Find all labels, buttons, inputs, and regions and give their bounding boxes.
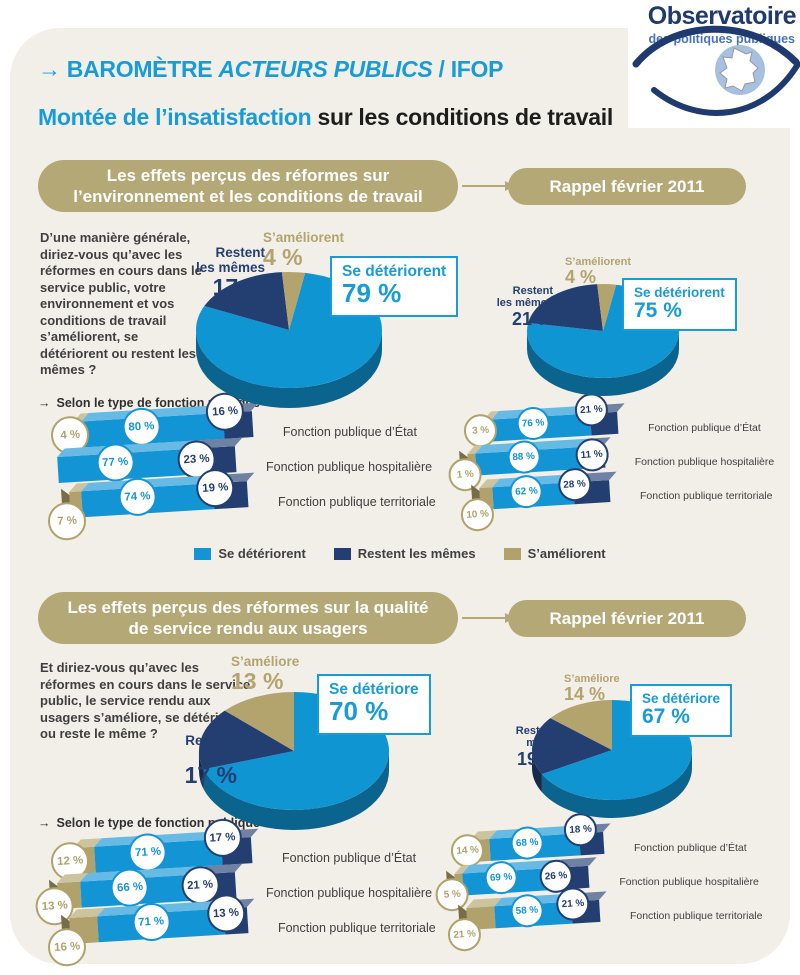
- bar-category-label: Fonction publique hospitalière: [265, 460, 433, 474]
- pie-callout-worse: Se détériore 70 %: [317, 674, 431, 735]
- pie-service-recall: S’améliore 14 % Se détériore 67 % Reste …: [500, 668, 765, 843]
- section2-question: Et diriez-vous qu’avec les réformes en c…: [40, 660, 251, 741]
- pie-callout-worse: Se détériorent 75 %: [622, 278, 737, 332]
- pie-slice: [528, 284, 603, 331]
- section1-banner: Les effets perçus des réformes sur l’env…: [38, 160, 458, 212]
- page-title: Montée de l’insatisfaction sur les condi…: [38, 104, 613, 130]
- bar-row: 77 % 23 % Fonction publique hospitalière: [57, 437, 436, 483]
- kicker-text: BAROMÈTRE ACTEURS PUBLICS / IFOP: [66, 56, 504, 82]
- bar-beam: 10 % 62 % 28 %: [460, 467, 617, 533]
- bar-category-label: Fonction publique territoriale: [639, 490, 773, 502]
- legend-item: S’améliorent: [503, 546, 606, 561]
- bar-category-label: Fonction publique hospitalière: [265, 886, 433, 900]
- bar-row: 21 % 58 % 21 % Fonction publique territoria…: [447, 886, 763, 953]
- bar-category-label: Fonction publique d’État: [633, 842, 747, 854]
- bar-beam: 16 % 71 % 13 %: [47, 893, 255, 968]
- bar-row: 12 % 71 % 17 % Fonction publique d’État: [50, 817, 436, 882]
- section2-recall-banner: Rappel février 2011: [508, 600, 746, 637]
- bar-row: 3 % 76 % 21 % Fonction publique d’État: [463, 392, 774, 449]
- eye-france-icon: [632, 25, 800, 116]
- kicker: → BAROMÈTRE ACTEURS PUBLICS / IFOP: [38, 56, 503, 83]
- pie-callout-worse: Se détériore 67 %: [630, 684, 733, 738]
- bar-row: 1 % 88 % 11 % Fonction publique hospitalièr…: [447, 437, 775, 493]
- section1-question: D’une manière générale, diriez-vous qu’a…: [40, 230, 202, 377]
- bar-category-label: Fonction publique d’État: [648, 422, 761, 434]
- pie-slice-side: [203, 751, 389, 830]
- logo-title: Observatoire: [647, 2, 797, 30]
- pie-slice-side: [199, 751, 204, 790]
- pie-callout-same: Restent les mêmes 17 %: [195, 245, 265, 301]
- bar-category-label: Fonction publique hospitalière: [634, 456, 775, 468]
- bar-row: 14 % 68 % 18 % Fonction publique d’État: [450, 812, 762, 869]
- bar-beam: 7 % 74 % 19 %: [47, 467, 255, 542]
- pie-slice: [597, 283, 617, 331]
- pie-callout-same: Reste le même 19 %: [515, 725, 558, 769]
- section2-banner: Les effets perçus des réformes sur la qu…: [38, 592, 458, 644]
- pie-slice-side: [527, 331, 679, 396]
- bar-beam: 21 % 58 % 21 %: [447, 886, 607, 953]
- france-map-icon: [719, 47, 759, 92]
- bar-row: 5 % 69 % 26 % Fonction publique hospitalièr…: [434, 857, 762, 913]
- bar-chart-conditions-recall: 3 % 76 % 21 % Fonction publique d’État 1 % 88…: [447, 392, 775, 533]
- observatoire-logo: Observatoire des politiques publiques: [628, 0, 800, 128]
- pie-callout-same: Restent les mêmes 21 %: [496, 285, 553, 329]
- bar-category-label: Fonction publique d’État: [282, 425, 417, 439]
- bar-chart-service-current: 12 % 71 % 17 % Fonction publique d’État 13 %…: [34, 817, 436, 968]
- pie-callout-worse: Se détériorent 79 %: [330, 256, 459, 317]
- arrow-icon: →: [38, 56, 61, 82]
- pie-slice-side: [532, 750, 542, 793]
- pie-slice: [204, 272, 289, 330]
- bar-row: 7 % 74 % 19 % Fonction publique territorial…: [47, 467, 436, 542]
- legend-swatch-improve: [503, 547, 521, 560]
- pie-slice: [199, 710, 294, 770]
- bar-chart-service-recall: 14 % 68 % 18 % Fonction publique d’État 5 % 6…: [434, 812, 763, 953]
- bar-category-label: Fonction publique territoriale: [277, 921, 436, 935]
- legend-swatch-same: [333, 547, 351, 560]
- legend: Se détériorent Restent les mêmes S’améli…: [0, 546, 800, 561]
- legend-item: Restent les mêmes: [333, 546, 476, 561]
- pie-slice: [550, 700, 612, 750]
- arrow-icon: →: [38, 816, 51, 830]
- section1-recall-banner: Rappel février 2011: [508, 168, 746, 205]
- pie-callout-improve: S’améliorent 4 %: [263, 230, 345, 271]
- arrow-icon: →: [38, 396, 51, 410]
- pie-callout-improve: S’améliore 13 %: [231, 654, 300, 695]
- pie-conditions-current: Restent les mêmes 17 % S’améliorent 4 % …: [190, 228, 465, 423]
- bar-category-label: Fonction publique territoriale: [277, 495, 436, 509]
- bar-row: 10 % 62 % 28 % Fonction publique territoria…: [460, 467, 774, 533]
- pie-slice: [281, 271, 306, 330]
- pie-slice: [532, 718, 612, 775]
- bar-category-label: Fonction publique territoriale: [629, 910, 763, 922]
- legend-item: Se détériorent: [194, 546, 306, 561]
- pie-slice: [224, 692, 294, 751]
- bar-chart-conditions-current: 4 % 80 % 16 % Fonction publique d’État 77 % 2…: [47, 391, 436, 542]
- bar-category-label: Fonction publique d’État: [281, 851, 417, 865]
- arrow-icon: [462, 181, 515, 191]
- pie-slice-side: [196, 330, 382, 408]
- bar-row: 4 % 80 % 16 % Fonction publique d’État: [50, 391, 436, 456]
- arrow-icon: [462, 613, 515, 623]
- bar-category-label: Fonction publique hospitalière: [619, 876, 759, 888]
- bar-row: 13 % 66 % 21 % Fonction publique hospitaliè…: [34, 863, 436, 927]
- pie-callout-improve: S’améliorent 4 %: [565, 256, 632, 288]
- pie-conditions-recall: Restent les mêmes 21 % S’améliorent 4 % …: [495, 252, 760, 422]
- bar-row: 16 % 71 % 13 % Fonction publique territoria…: [47, 893, 436, 968]
- pie-slice-side: [541, 750, 692, 818]
- legend-swatch-worse: [194, 547, 212, 560]
- pie-callout-improve: S’améliore 14 %: [564, 673, 620, 705]
- pie-service-current: S’améliore 13 % Se détériore 70 % Reste …: [185, 652, 470, 852]
- pie-callout-same: Reste le même 17 %: [184, 733, 237, 789]
